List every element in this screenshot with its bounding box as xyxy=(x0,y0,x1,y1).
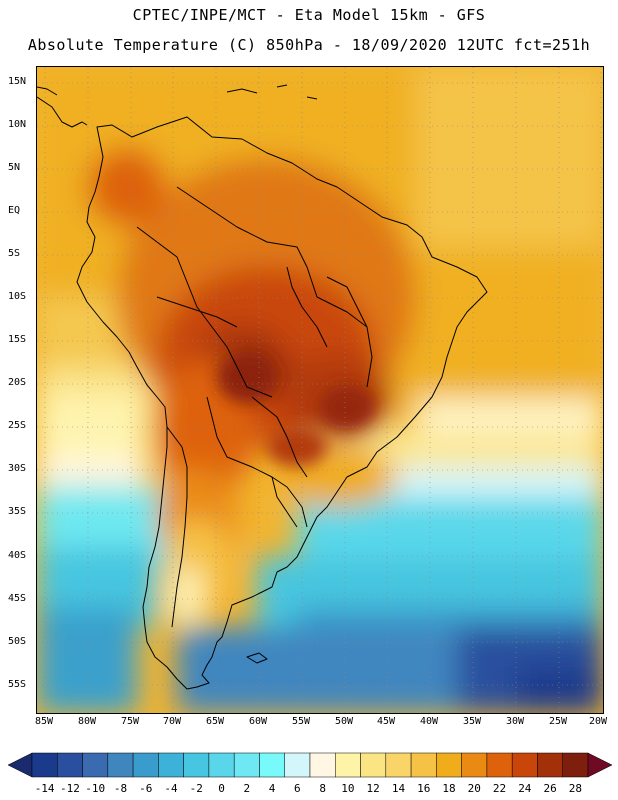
chart-title: CPTEC/INPE/MCT - Eta Model 15km - GFS xyxy=(132,6,486,24)
colorbar-swatch xyxy=(309,752,336,778)
colorbar-swatch xyxy=(132,752,159,778)
colorbar-tick-label: 18 xyxy=(442,782,456,795)
colorbar-tick-label: 14 xyxy=(391,782,406,795)
colorbar-swatch xyxy=(259,752,285,778)
colorbar-tick-label: 20 xyxy=(467,782,481,795)
colorbar-tick-label: 26 xyxy=(543,782,557,795)
colorbar-tick-label: 4 xyxy=(268,782,276,795)
coastline xyxy=(37,84,488,690)
lat-label: 50S xyxy=(8,636,27,647)
colorbar-swatch xyxy=(385,752,412,778)
lat-label: 55S xyxy=(8,679,27,690)
colorbar-swatch xyxy=(208,752,235,778)
lon-label: 20W xyxy=(588,716,608,727)
colorbar-swatch xyxy=(360,752,387,778)
lon-label: 65W xyxy=(205,716,225,727)
colorbar-tick-label: 10 xyxy=(341,782,355,795)
temperature-field xyxy=(37,67,603,713)
colorbar-tick-label: -12 xyxy=(59,782,80,795)
colorbar-under-arrow xyxy=(8,752,33,778)
colorbar-tick-label: 8 xyxy=(319,782,326,795)
lon-label: 85W xyxy=(34,716,54,727)
chart-subtitle: Absolute Temperature (C) 850hPa - 18/09/… xyxy=(27,36,591,54)
lat-label: 15N xyxy=(8,76,27,87)
colorbar-tick-label: 12 xyxy=(366,782,380,795)
temperature-map xyxy=(36,66,604,714)
colorbar-tick-label: -8 xyxy=(113,782,128,795)
colorbar-tick-label: 2 xyxy=(243,782,251,795)
lon-label: 25W xyxy=(548,716,568,727)
colorbar-tick-label: -14 xyxy=(34,782,55,795)
colorbar-swatch xyxy=(284,752,311,778)
colorbar-swatch xyxy=(183,752,210,778)
colorbar-swatch xyxy=(537,752,563,778)
lat-label: 10S xyxy=(8,291,27,302)
colorbar-tick-label: -2 xyxy=(189,782,203,795)
colorbar-over-arrow xyxy=(587,752,612,778)
colorbar-swatch xyxy=(57,752,83,778)
lon-label: 60W xyxy=(248,716,268,727)
colorbar-swatch xyxy=(562,752,589,778)
lon-label: 40W xyxy=(419,716,439,727)
colorbar-swatch xyxy=(158,752,184,778)
colorbar-tick-label: -6 xyxy=(139,782,153,795)
lon-label: 75W xyxy=(120,716,140,727)
lat-label: 10N xyxy=(8,119,27,130)
lat-label: 20S xyxy=(8,377,27,388)
colorbar-swatch xyxy=(107,752,134,778)
lat-label: 5N xyxy=(8,162,21,173)
lon-label: 55W xyxy=(291,716,311,727)
colorbar-swatch xyxy=(233,752,260,778)
colorbar-tick-label: 16 xyxy=(417,782,431,795)
colorbar-tick-label: 0 xyxy=(218,782,225,795)
colorbar-tick-label: 6 xyxy=(294,782,301,795)
lon-label: 80W xyxy=(77,716,97,727)
colorbar-swatch xyxy=(461,752,488,778)
colorbar-tick-label: 24 xyxy=(518,782,532,795)
colorbar-tick-label: -10 xyxy=(85,782,106,795)
lon-label: 45W xyxy=(376,716,396,727)
colorbar-tick-label: -4 xyxy=(164,782,178,795)
lat-label: 30S xyxy=(8,463,27,474)
lat-label: 40S xyxy=(8,550,27,561)
lon-label: 70W xyxy=(162,716,182,727)
lon-label: 50W xyxy=(334,716,354,727)
colorbar-tick-label: 22 xyxy=(492,782,507,795)
lon-label: 30W xyxy=(505,716,525,727)
colorbar xyxy=(8,752,612,778)
colorbar-swatch xyxy=(31,752,58,778)
colorbar-swatch xyxy=(436,752,462,778)
colorbar-swatch xyxy=(410,752,437,778)
colorbar-tick-label: 28 xyxy=(568,782,582,795)
lat-label: 35S xyxy=(8,506,27,517)
lat-label: 25S xyxy=(8,420,27,431)
colorbar-swatch xyxy=(511,752,538,778)
colorbar-swatch xyxy=(82,752,109,778)
colorbar-swatch xyxy=(335,752,361,778)
lat-label: 15S xyxy=(8,334,27,345)
lat-label: EQ xyxy=(8,205,21,216)
colorbar-swatch xyxy=(486,752,513,778)
lat-label: 5S xyxy=(8,248,21,259)
lat-label: 45S xyxy=(8,593,27,604)
lon-label: 35W xyxy=(462,716,482,727)
